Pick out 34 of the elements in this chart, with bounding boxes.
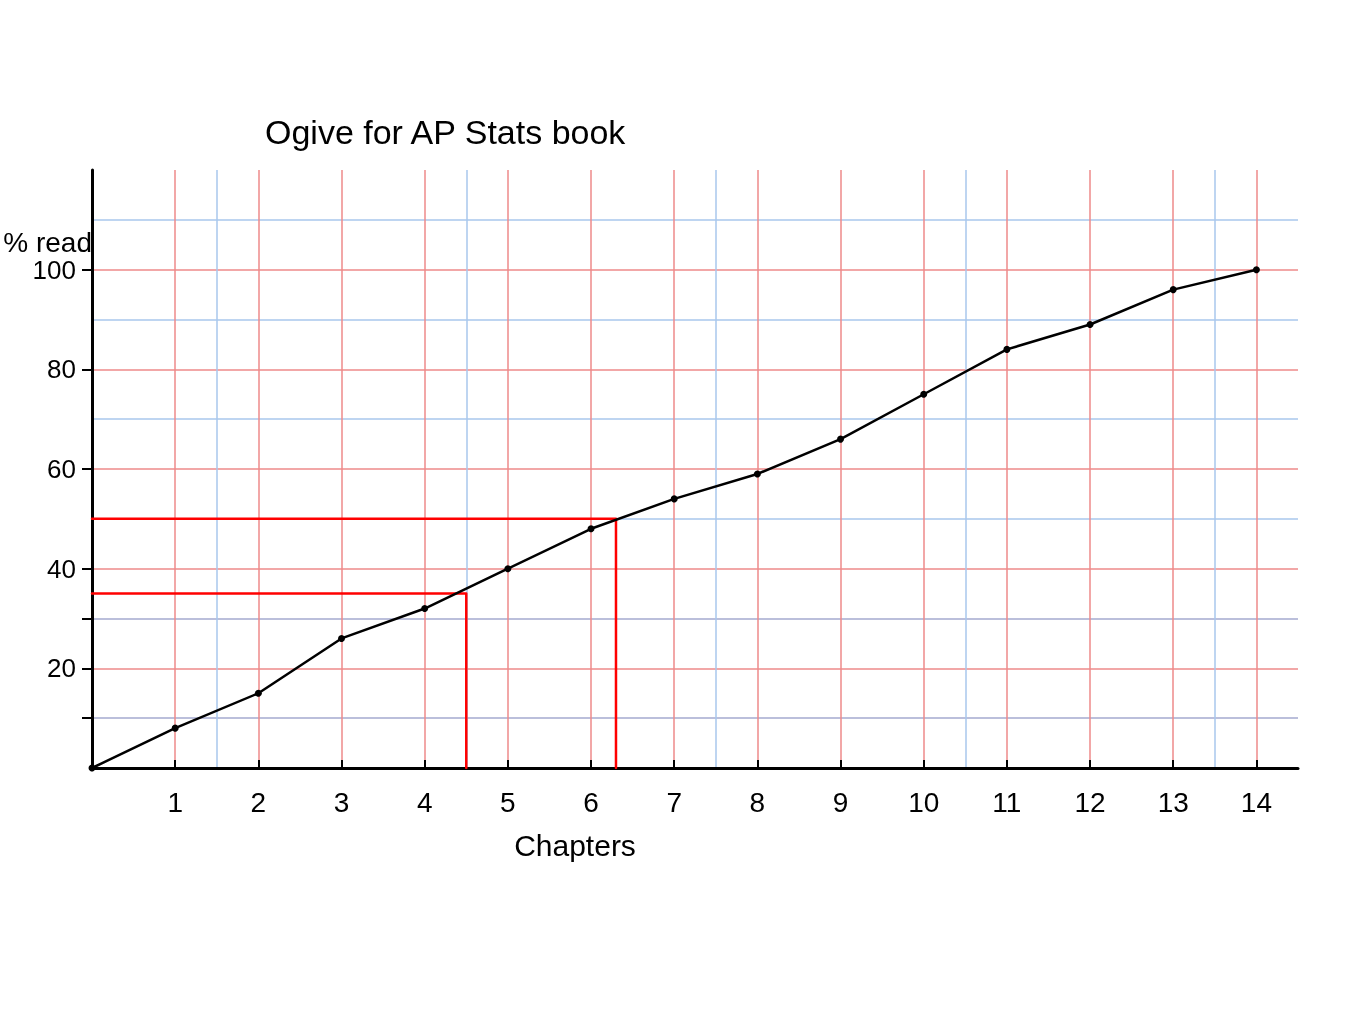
x-tick-label: 8 xyxy=(749,786,766,818)
point xyxy=(421,605,429,613)
point xyxy=(1003,345,1011,353)
x-tick-label: 5 xyxy=(500,786,516,818)
point xyxy=(171,724,179,732)
y-tick-label: 20 xyxy=(47,653,76,684)
x-tick-label: 7 xyxy=(666,786,682,818)
x-tick-label: 13 xyxy=(1157,786,1189,818)
x-tick-label: 14 xyxy=(1240,786,1272,818)
x-tick-label: 11 xyxy=(992,786,1022,818)
x-tick-label: 12 xyxy=(1074,786,1106,818)
x-tick-label: 1 xyxy=(167,786,183,818)
y-tick-label: 60 xyxy=(47,454,76,484)
x-tick-label: 9 xyxy=(832,786,849,818)
point xyxy=(1086,320,1094,328)
point xyxy=(504,565,512,573)
y-tick-label: 40 xyxy=(47,553,76,584)
point xyxy=(587,525,595,533)
x-tick-label: 6 xyxy=(583,786,599,818)
point xyxy=(254,689,262,697)
x-tick-label: 2 xyxy=(250,786,267,818)
point xyxy=(837,435,845,443)
x-tick-label: 3 xyxy=(333,786,350,818)
point xyxy=(1169,286,1177,294)
y-tick-label: 80 xyxy=(47,354,76,385)
x-tick-label: 4 xyxy=(416,786,433,818)
x-axis-title: Chapters xyxy=(514,828,636,862)
chart-title: Ogive for AP Stats book xyxy=(265,113,627,151)
point xyxy=(338,634,346,642)
point xyxy=(1252,266,1260,274)
point xyxy=(753,470,761,478)
x-tick-label: 10 xyxy=(908,786,940,818)
point xyxy=(670,495,678,503)
point xyxy=(920,390,928,398)
